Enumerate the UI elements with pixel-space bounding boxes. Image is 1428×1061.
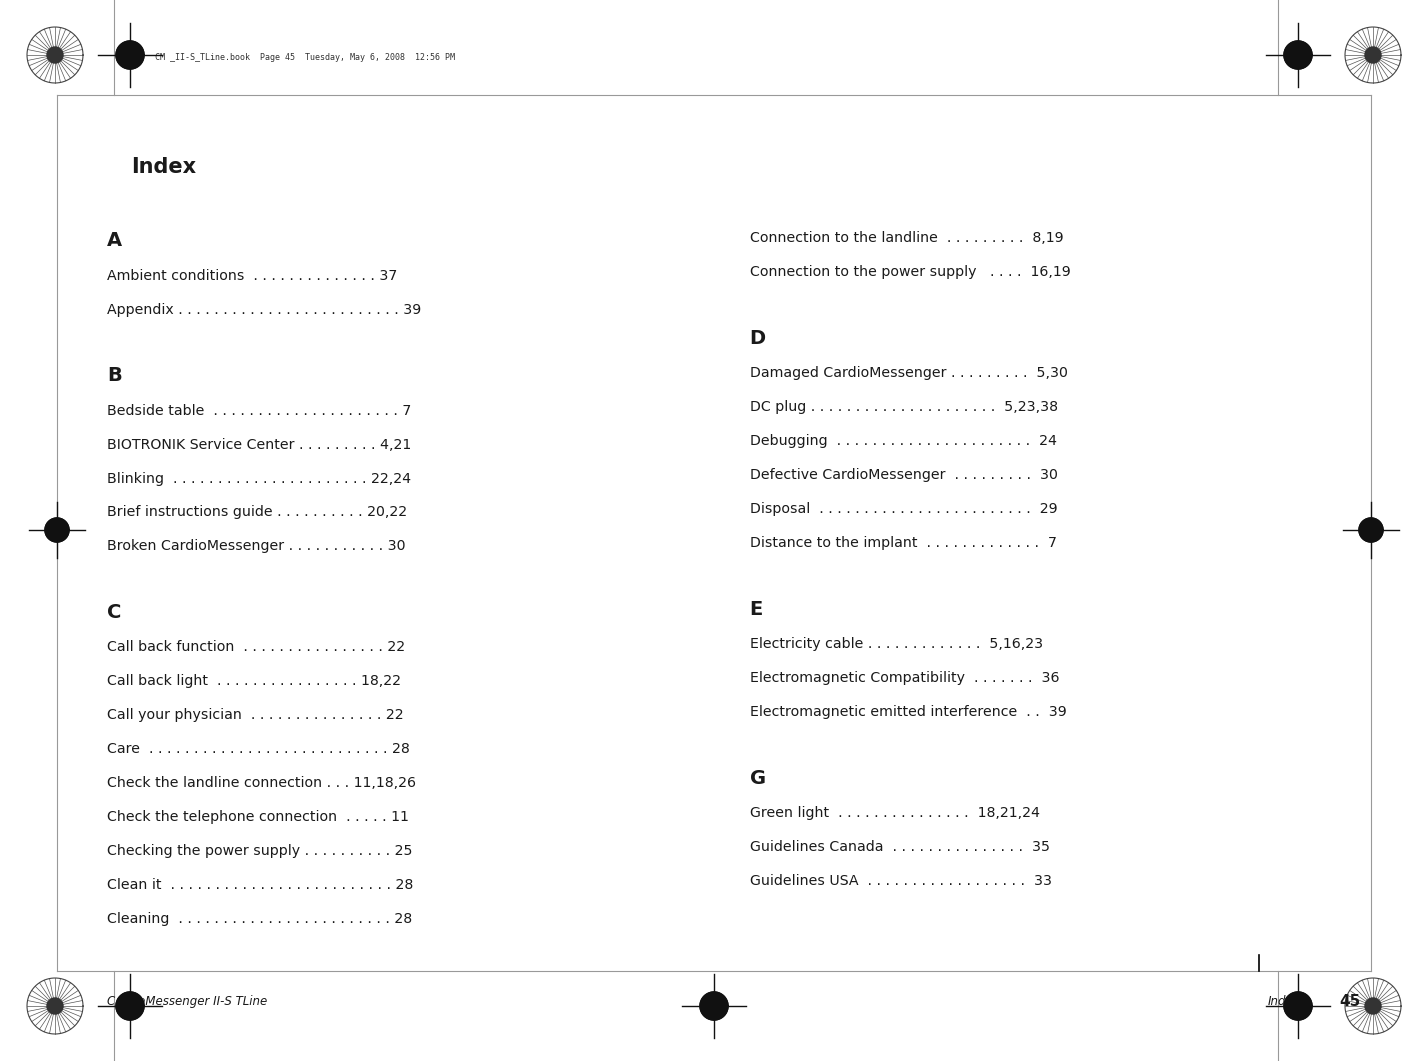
Text: Index: Index xyxy=(131,157,197,177)
Text: Electricity cable . . . . . . . . . . . . .  5,16,23: Electricity cable . . . . . . . . . . . … xyxy=(750,637,1042,651)
Text: Connection to the power supply   . . . .  16,19: Connection to the power supply . . . . 1… xyxy=(750,265,1071,279)
Text: Check the telephone connection  . . . . . 11: Check the telephone connection . . . . .… xyxy=(107,811,408,824)
Polygon shape xyxy=(1365,998,1381,1014)
Text: Appendix . . . . . . . . . . . . . . . . . . . . . . . . . 39: Appendix . . . . . . . . . . . . . . . .… xyxy=(107,302,421,316)
Polygon shape xyxy=(700,992,714,1020)
Text: Call back function  . . . . . . . . . . . . . . . . 22: Call back function . . . . . . . . . . .… xyxy=(107,641,406,655)
Text: Connection to the landline  . . . . . . . . .  8,19: Connection to the landline . . . . . . .… xyxy=(750,231,1064,245)
Text: Distance to the implant  . . . . . . . . . . . . .  7: Distance to the implant . . . . . . . . … xyxy=(750,536,1057,550)
Text: G: G xyxy=(750,768,765,787)
Text: Damaged CardioMessenger . . . . . . . . .  5,30: Damaged CardioMessenger . . . . . . . . … xyxy=(750,366,1068,380)
Polygon shape xyxy=(116,41,130,69)
Polygon shape xyxy=(130,41,144,69)
Polygon shape xyxy=(1359,518,1382,542)
Text: Disposal  . . . . . . . . . . . . . . . . . . . . . . . .  29: Disposal . . . . . . . . . . . . . . . .… xyxy=(750,502,1057,516)
Polygon shape xyxy=(1298,41,1312,69)
Text: Bedside table  . . . . . . . . . . . . . . . . . . . . . 7: Bedside table . . . . . . . . . . . . . … xyxy=(107,403,411,418)
Text: Check the landline connection . . . 11,18,26: Check the landline connection . . . 11,1… xyxy=(107,777,416,790)
Text: DC plug . . . . . . . . . . . . . . . . . . . . .  5,23,38: DC plug . . . . . . . . . . . . . . . . … xyxy=(750,400,1058,414)
Text: CM _II-S_TLine.book  Page 45  Tuesday, May 6, 2008  12:56 PM: CM _II-S_TLine.book Page 45 Tuesday, May… xyxy=(156,52,456,62)
Text: E: E xyxy=(750,599,763,619)
Text: Guidelines USA  . . . . . . . . . . . . . . . . . .  33: Guidelines USA . . . . . . . . . . . . .… xyxy=(750,874,1051,888)
Polygon shape xyxy=(714,992,728,1020)
Polygon shape xyxy=(130,992,144,1020)
Text: Blinking  . . . . . . . . . . . . . . . . . . . . . . 22,24: Blinking . . . . . . . . . . . . . . . .… xyxy=(107,471,411,486)
Polygon shape xyxy=(1359,518,1371,542)
Polygon shape xyxy=(700,992,728,1020)
Text: Defective CardioMessenger  . . . . . . . . .  30: Defective CardioMessenger . . . . . . . … xyxy=(750,468,1058,482)
Polygon shape xyxy=(47,47,63,63)
Polygon shape xyxy=(1284,992,1298,1020)
Polygon shape xyxy=(1365,47,1381,63)
Polygon shape xyxy=(1284,41,1312,69)
Text: A: A xyxy=(107,231,123,250)
Text: BIOTRONIK Service Center . . . . . . . . . 4,21: BIOTRONIK Service Center . . . . . . . .… xyxy=(107,437,411,452)
Polygon shape xyxy=(1371,518,1382,542)
Text: Call your physician  . . . . . . . . . . . . . . . 22: Call your physician . . . . . . . . . . … xyxy=(107,709,404,723)
Polygon shape xyxy=(46,518,57,542)
Polygon shape xyxy=(47,998,63,1014)
Text: Electromagnetic Compatibility  . . . . . . .  36: Electromagnetic Compatibility . . . . . … xyxy=(750,671,1060,685)
Polygon shape xyxy=(116,992,130,1020)
Polygon shape xyxy=(1284,41,1298,69)
Polygon shape xyxy=(1284,992,1312,1020)
Text: Broken CardioMessenger . . . . . . . . . . . 30: Broken CardioMessenger . . . . . . . . .… xyxy=(107,539,406,554)
Text: 45: 45 xyxy=(1339,994,1359,1009)
Text: Electromagnetic emitted interference  . .  39: Electromagnetic emitted interference . .… xyxy=(750,705,1067,719)
Text: D: D xyxy=(750,329,765,348)
Text: Cleaning  . . . . . . . . . . . . . . . . . . . . . . . . 28: Cleaning . . . . . . . . . . . . . . . .… xyxy=(107,912,413,926)
Polygon shape xyxy=(46,518,69,542)
Text: Brief instructions guide . . . . . . . . . . 20,22: Brief instructions guide . . . . . . . .… xyxy=(107,505,407,520)
Text: Call back light  . . . . . . . . . . . . . . . . 18,22: Call back light . . . . . . . . . . . . … xyxy=(107,675,401,689)
Text: Care  . . . . . . . . . . . . . . . . . . . . . . . . . . . 28: Care . . . . . . . . . . . . . . . . . .… xyxy=(107,743,410,756)
Text: C: C xyxy=(107,603,121,622)
Polygon shape xyxy=(116,41,144,69)
Polygon shape xyxy=(57,518,69,542)
Polygon shape xyxy=(116,992,144,1020)
Text: Guidelines Canada  . . . . . . . . . . . . . . .  35: Guidelines Canada . . . . . . . . . . . … xyxy=(750,840,1050,854)
Text: Debugging  . . . . . . . . . . . . . . . . . . . . . .  24: Debugging . . . . . . . . . . . . . . . … xyxy=(750,434,1057,448)
Text: Clean it  . . . . . . . . . . . . . . . . . . . . . . . . . 28: Clean it . . . . . . . . . . . . . . . .… xyxy=(107,879,413,892)
Text: Green light  . . . . . . . . . . . . . . .  18,21,24: Green light . . . . . . . . . . . . . . … xyxy=(750,806,1040,820)
Text: Checking the power supply . . . . . . . . . . 25: Checking the power supply . . . . . . . … xyxy=(107,845,413,858)
Text: Ambient conditions  . . . . . . . . . . . . . . 37: Ambient conditions . . . . . . . . . . .… xyxy=(107,268,397,282)
Polygon shape xyxy=(1298,992,1312,1020)
Text: CardioMessenger II-S TLine: CardioMessenger II-S TLine xyxy=(107,995,267,1008)
Text: Index: Index xyxy=(1268,995,1301,1008)
Text: B: B xyxy=(107,366,121,385)
